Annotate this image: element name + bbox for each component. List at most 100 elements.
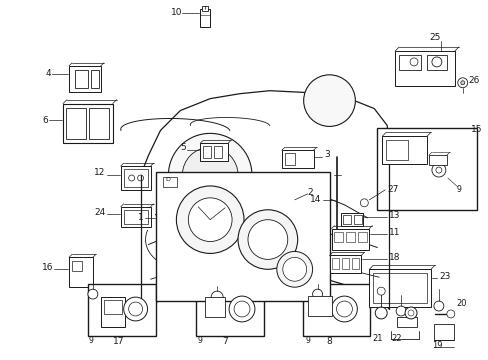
- Bar: [354, 215, 362, 224]
- Circle shape: [431, 57, 441, 67]
- Bar: [329, 255, 361, 273]
- Text: 7: 7: [222, 337, 227, 346]
- Bar: [386, 140, 407, 160]
- Bar: [123, 169, 147, 187]
- Circle shape: [376, 287, 385, 295]
- Circle shape: [238, 210, 297, 269]
- Bar: [332, 258, 339, 269]
- Bar: [352, 258, 359, 269]
- Bar: [75, 70, 88, 88]
- Bar: [69, 66, 101, 92]
- Circle shape: [176, 186, 244, 253]
- Circle shape: [331, 296, 357, 322]
- Bar: [334, 231, 343, 242]
- Text: 16: 16: [41, 264, 53, 273]
- Circle shape: [188, 198, 232, 242]
- Bar: [394, 51, 454, 86]
- Text: 20: 20: [456, 299, 467, 308]
- Bar: [372, 273, 426, 303]
- Circle shape: [336, 301, 352, 317]
- Bar: [202, 6, 208, 11]
- Bar: [284, 153, 294, 165]
- Text: 17: 17: [113, 337, 124, 346]
- Circle shape: [374, 307, 386, 319]
- Bar: [342, 258, 349, 269]
- Bar: [302, 284, 369, 336]
- Text: 21: 21: [371, 334, 382, 343]
- Bar: [66, 108, 86, 139]
- Text: 3: 3: [324, 150, 329, 159]
- Text: 10: 10: [170, 8, 182, 17]
- Bar: [72, 261, 82, 271]
- Circle shape: [276, 251, 312, 287]
- Bar: [307, 296, 332, 316]
- Circle shape: [234, 301, 249, 317]
- Circle shape: [404, 307, 416, 319]
- Circle shape: [433, 301, 443, 311]
- Text: 22: 22: [391, 334, 402, 343]
- Circle shape: [446, 310, 454, 318]
- Text: 6: 6: [42, 116, 48, 125]
- Text: 5: 5: [180, 143, 186, 152]
- Circle shape: [123, 297, 147, 321]
- Bar: [358, 231, 366, 242]
- Bar: [331, 229, 368, 251]
- Text: 15: 15: [470, 125, 481, 134]
- Circle shape: [395, 306, 405, 316]
- Circle shape: [435, 167, 441, 173]
- Bar: [200, 143, 227, 161]
- Bar: [343, 215, 351, 224]
- Text: 1: 1: [138, 213, 143, 222]
- Text: 27: 27: [386, 185, 398, 194]
- Text: 19: 19: [431, 341, 441, 350]
- Bar: [368, 269, 430, 307]
- Text: D: D: [165, 177, 170, 182]
- Text: 13: 13: [388, 211, 400, 220]
- Circle shape: [168, 133, 251, 217]
- Bar: [121, 207, 150, 227]
- Text: 9: 9: [198, 336, 202, 345]
- Text: 2: 2: [307, 188, 313, 197]
- Circle shape: [457, 78, 467, 88]
- Bar: [433, 324, 453, 340]
- Circle shape: [312, 289, 322, 299]
- Bar: [382, 136, 426, 164]
- Circle shape: [128, 175, 134, 181]
- Circle shape: [247, 220, 287, 260]
- Bar: [91, 70, 99, 88]
- Bar: [428, 155, 446, 165]
- Bar: [426, 55, 446, 70]
- Bar: [89, 108, 108, 139]
- Bar: [69, 257, 93, 287]
- Circle shape: [137, 175, 143, 181]
- Text: 14: 14: [309, 195, 321, 204]
- Circle shape: [460, 81, 464, 85]
- Circle shape: [303, 75, 355, 126]
- Circle shape: [88, 289, 98, 299]
- Text: 11: 11: [388, 228, 400, 237]
- Circle shape: [409, 58, 417, 66]
- Text: 23: 23: [438, 272, 449, 281]
- Text: 9: 9: [305, 336, 309, 345]
- Text: 8: 8: [326, 337, 332, 346]
- Bar: [346, 231, 355, 242]
- Circle shape: [182, 147, 238, 203]
- Circle shape: [211, 291, 223, 303]
- Circle shape: [407, 310, 413, 316]
- Bar: [123, 210, 147, 224]
- Circle shape: [128, 302, 142, 316]
- Bar: [214, 146, 222, 158]
- Circle shape: [360, 199, 367, 207]
- Bar: [196, 284, 264, 336]
- Bar: [376, 129, 476, 210]
- Text: 25: 25: [428, 33, 439, 42]
- Bar: [63, 104, 113, 143]
- Text: 26: 26: [468, 76, 479, 85]
- Bar: [398, 55, 420, 70]
- Text: 9: 9: [456, 185, 461, 194]
- Bar: [341, 213, 363, 226]
- Bar: [101, 297, 124, 327]
- Bar: [103, 300, 122, 314]
- Bar: [205, 297, 224, 317]
- Bar: [121, 166, 150, 190]
